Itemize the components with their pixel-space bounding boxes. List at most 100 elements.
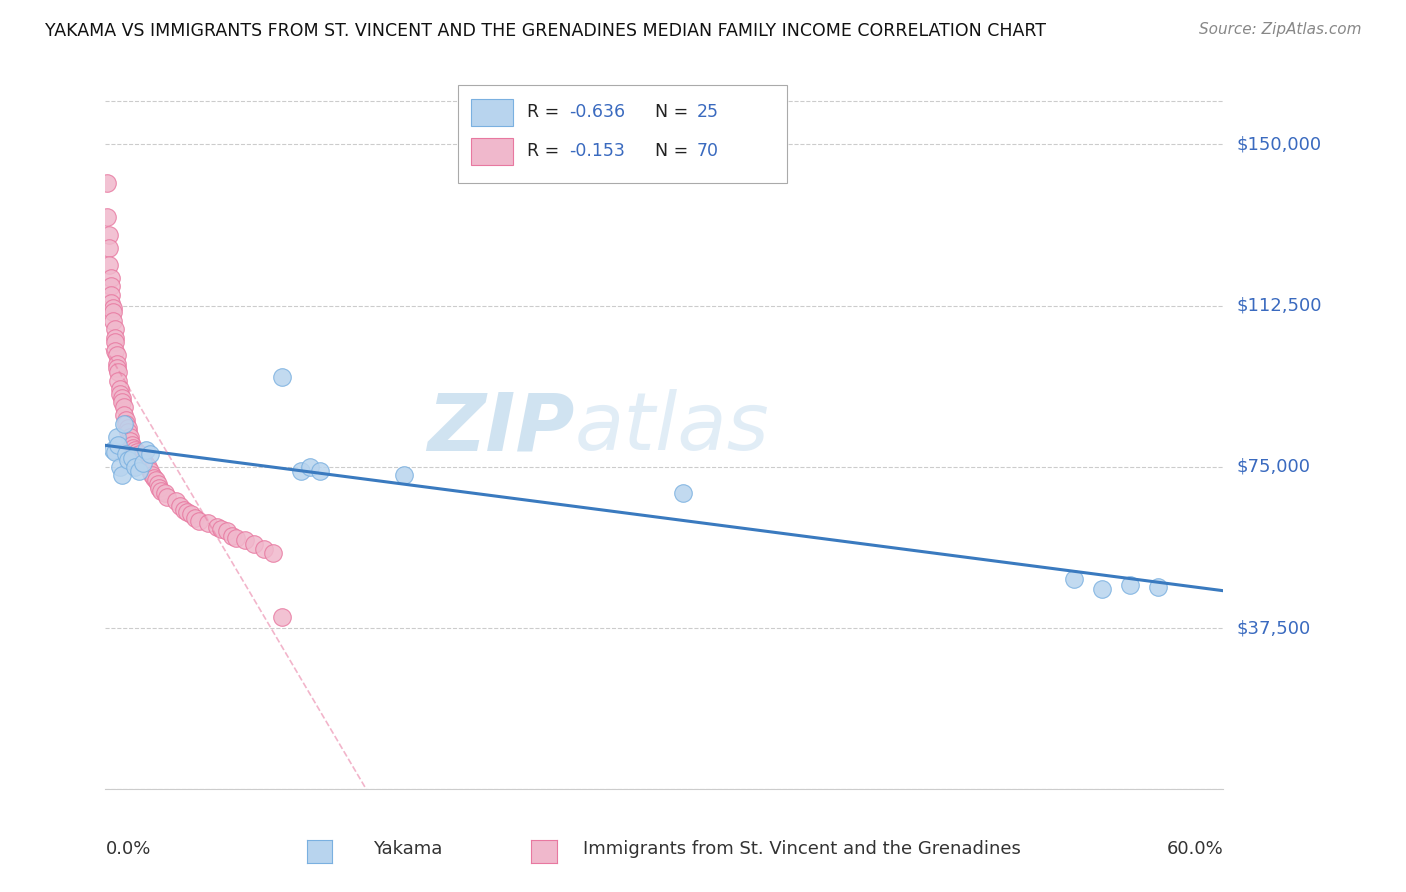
Point bbox=[176, 505, 198, 519]
Point bbox=[110, 459, 132, 474]
Point bbox=[215, 524, 238, 539]
Point bbox=[134, 456, 156, 470]
Text: 25: 25 bbox=[697, 103, 718, 121]
Point bbox=[128, 447, 150, 461]
Text: 60.0%: 60.0% bbox=[1167, 840, 1223, 858]
Point bbox=[105, 357, 128, 371]
Point bbox=[100, 270, 122, 285]
Point bbox=[156, 490, 179, 504]
Text: R =: R = bbox=[527, 143, 565, 161]
Point bbox=[308, 464, 330, 478]
Point bbox=[146, 477, 169, 491]
Point bbox=[150, 483, 173, 498]
Point bbox=[100, 296, 122, 310]
Point bbox=[104, 343, 127, 358]
Point bbox=[107, 374, 129, 388]
Point bbox=[165, 494, 187, 508]
Point bbox=[132, 453, 155, 467]
Point bbox=[105, 361, 128, 376]
Point bbox=[253, 541, 276, 556]
Text: $112,500: $112,500 bbox=[1237, 296, 1322, 315]
Point bbox=[135, 458, 157, 472]
Point bbox=[290, 464, 312, 478]
Point bbox=[111, 468, 134, 483]
Point bbox=[139, 447, 162, 461]
Point bbox=[197, 516, 219, 530]
Point bbox=[117, 453, 139, 467]
Point bbox=[96, 176, 118, 190]
Point bbox=[1063, 572, 1085, 586]
Point bbox=[139, 464, 162, 478]
Point bbox=[127, 445, 149, 459]
Point bbox=[101, 442, 124, 457]
Point bbox=[107, 365, 129, 379]
Point bbox=[115, 417, 138, 431]
Point bbox=[180, 507, 202, 521]
Point bbox=[105, 348, 128, 362]
Text: Immigrants from St. Vincent and the Grenadines: Immigrants from St. Vincent and the Gren… bbox=[583, 840, 1021, 858]
Point bbox=[233, 533, 256, 547]
Point bbox=[142, 470, 165, 484]
Point bbox=[169, 499, 191, 513]
Point bbox=[98, 240, 121, 255]
Text: 0.0%: 0.0% bbox=[105, 840, 150, 858]
Text: -0.153: -0.153 bbox=[569, 143, 626, 161]
Point bbox=[129, 451, 152, 466]
Point bbox=[101, 313, 124, 327]
Text: Source: ZipAtlas.com: Source: ZipAtlas.com bbox=[1198, 22, 1361, 37]
Point bbox=[128, 464, 150, 478]
Point bbox=[132, 456, 155, 470]
Text: $150,000: $150,000 bbox=[1237, 136, 1322, 153]
Point bbox=[111, 391, 134, 405]
Point bbox=[672, 485, 695, 500]
Point bbox=[221, 529, 243, 543]
Point bbox=[112, 400, 135, 414]
Point bbox=[104, 322, 127, 336]
Point bbox=[271, 369, 294, 384]
Point bbox=[115, 412, 138, 426]
Point bbox=[187, 514, 209, 528]
Point bbox=[121, 438, 143, 452]
Point bbox=[112, 409, 135, 423]
Point bbox=[145, 473, 167, 487]
Point bbox=[124, 442, 146, 457]
Point bbox=[118, 434, 141, 448]
Text: Yakama: Yakama bbox=[373, 840, 441, 858]
Point bbox=[173, 503, 195, 517]
Text: $75,000: $75,000 bbox=[1237, 458, 1310, 475]
Point bbox=[153, 485, 176, 500]
Text: 70: 70 bbox=[697, 143, 718, 161]
Point bbox=[141, 468, 163, 483]
Point bbox=[100, 279, 122, 293]
Point bbox=[104, 335, 127, 350]
Point bbox=[110, 386, 132, 401]
Point bbox=[1147, 580, 1170, 594]
Point bbox=[124, 459, 146, 474]
Point bbox=[117, 425, 139, 440]
Bar bbox=[471, 99, 513, 126]
FancyBboxPatch shape bbox=[457, 85, 787, 183]
Point bbox=[209, 522, 232, 536]
Point bbox=[110, 383, 132, 397]
Point bbox=[118, 430, 141, 444]
Point bbox=[96, 211, 118, 225]
Point bbox=[225, 531, 247, 545]
Point bbox=[135, 442, 157, 457]
Point bbox=[98, 258, 121, 272]
Point bbox=[136, 459, 159, 474]
Bar bbox=[471, 137, 513, 165]
Point bbox=[1091, 582, 1114, 597]
Text: N =: N = bbox=[655, 103, 695, 121]
Point bbox=[98, 227, 121, 242]
Text: $37,500: $37,500 bbox=[1237, 619, 1310, 637]
Point bbox=[115, 447, 138, 461]
Point bbox=[1119, 578, 1142, 592]
Text: atlas: atlas bbox=[575, 389, 769, 467]
Point bbox=[262, 546, 284, 560]
Point bbox=[101, 301, 124, 315]
Point bbox=[105, 430, 128, 444]
Point bbox=[121, 451, 143, 466]
Text: ZIP: ZIP bbox=[427, 389, 575, 467]
Point bbox=[392, 468, 415, 483]
Point bbox=[112, 417, 135, 431]
